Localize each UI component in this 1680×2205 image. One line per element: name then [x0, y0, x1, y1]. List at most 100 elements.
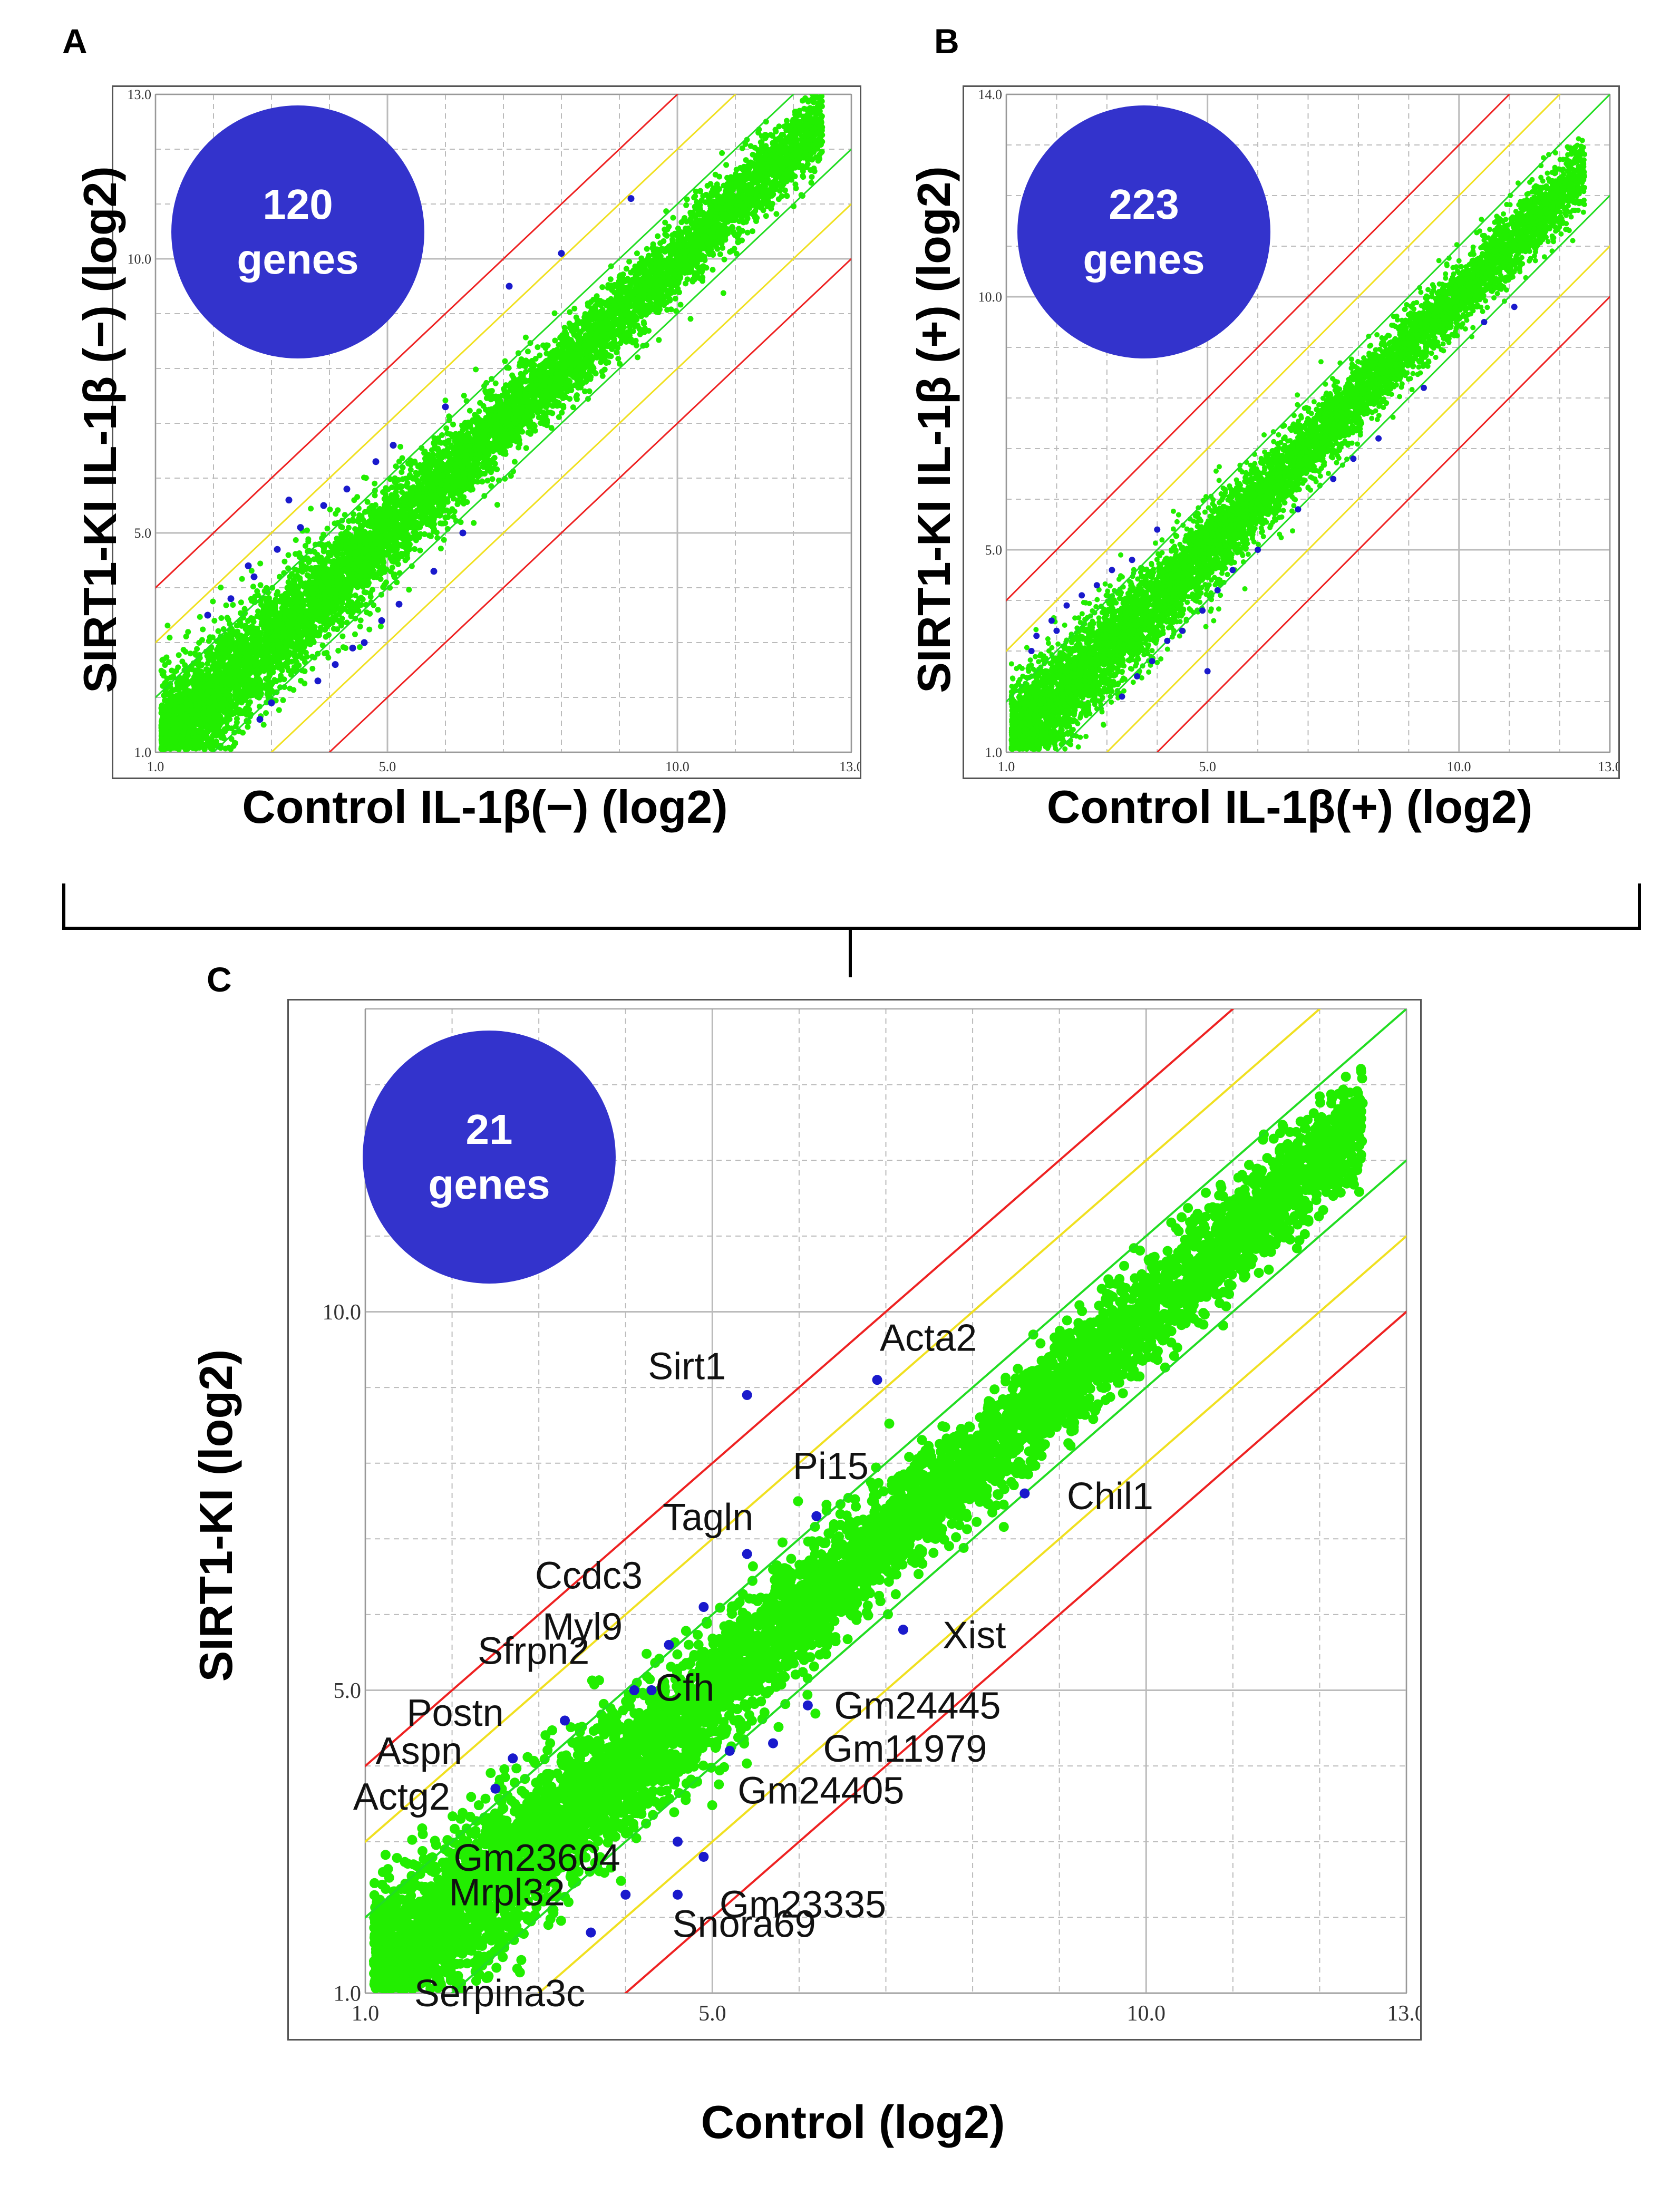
data-point: [489, 476, 496, 482]
data-point: [339, 633, 346, 639]
data-point: [218, 615, 225, 621]
data-point: [349, 518, 356, 524]
scatter-plot-a: 1.05.010.013.01.05.010.013.0: [112, 85, 861, 779]
data-point: [719, 150, 725, 156]
data-point: [492, 380, 499, 386]
data-point: [552, 337, 558, 344]
data-point: [400, 476, 406, 482]
data-point: [397, 443, 404, 450]
data-point: [257, 560, 264, 567]
data-point: [226, 744, 232, 751]
data-point: [535, 344, 541, 351]
data-point: [729, 248, 735, 254]
data-point: [444, 430, 451, 436]
data-point: [720, 245, 726, 251]
data-point: [773, 211, 780, 217]
data-point: [655, 233, 661, 239]
data-point: [292, 579, 298, 585]
data-point: [664, 232, 670, 239]
data-point: [733, 167, 740, 173]
scatter-svg-a: 1.05.010.013.01.05.010.013.0: [128, 87, 860, 774]
data-point: [550, 403, 556, 409]
data-point: [351, 511, 357, 518]
data-point: [545, 409, 551, 415]
data-point: [809, 174, 815, 180]
data-point: [537, 352, 543, 358]
data-point: [532, 428, 538, 434]
data-point: [339, 620, 345, 627]
data-point: [720, 290, 726, 296]
data-point: [808, 180, 814, 186]
data-point: [744, 229, 751, 236]
data-point: [238, 599, 244, 606]
data-point: [499, 392, 506, 399]
data-point: [567, 309, 573, 315]
data-point: [294, 567, 300, 574]
data-point: [763, 213, 769, 219]
data-point: [540, 409, 546, 415]
data-point: [285, 579, 292, 585]
data-point: [211, 617, 218, 624]
data-point: [406, 587, 412, 593]
data-point: [324, 526, 331, 532]
data-point: [370, 587, 376, 593]
data-point: [560, 404, 567, 411]
data-point: [482, 388, 489, 394]
data-point: [525, 348, 531, 355]
data-point: [164, 623, 171, 629]
data-point: [656, 337, 662, 343]
data-point: [383, 579, 390, 586]
data-point: [287, 685, 293, 692]
data-point: [335, 647, 342, 654]
data-point: [540, 342, 547, 348]
data-point: [240, 730, 246, 736]
data-point: [454, 501, 461, 508]
data-point: [304, 572, 310, 578]
data-point: [803, 94, 805, 95]
data-point: [263, 676, 269, 682]
data-point: [372, 492, 378, 499]
data-point: [607, 276, 614, 283]
data-point: [287, 574, 293, 580]
data-point: [372, 480, 378, 487]
data-point: [417, 547, 423, 553]
data-point: [210, 598, 216, 605]
data-point: [280, 697, 286, 703]
data-point: [245, 724, 251, 730]
data-point: [241, 606, 248, 612]
data-point: [571, 305, 578, 312]
data-point: [477, 400, 483, 406]
plot-frame-a: [155, 94, 852, 753]
data-point: [409, 563, 415, 569]
data-point: [551, 310, 558, 316]
data-point: [716, 173, 723, 180]
data-point: [396, 459, 402, 465]
data-point: [308, 506, 314, 512]
data-point: [421, 461, 428, 468]
data-point: [415, 463, 421, 470]
data-point: [443, 425, 450, 432]
data-point: [351, 497, 357, 503]
data-point: [672, 296, 678, 302]
data-point: [245, 702, 251, 708]
data-point: [271, 677, 278, 683]
data-point: [223, 602, 229, 608]
data-point: [459, 422, 465, 429]
data-points-a: [158, 94, 826, 752]
data-point: [215, 628, 221, 634]
data-point: [739, 145, 745, 151]
data-point: [599, 284, 606, 290]
data-point: [743, 157, 749, 163]
data-point: [194, 646, 200, 652]
data-point: [670, 215, 676, 221]
data-point: [343, 645, 349, 652]
data-point: [511, 459, 518, 465]
panel-a-letter: A: [62, 21, 88, 61]
data-point: [260, 722, 267, 728]
data-point: [810, 99, 817, 105]
data-point: [377, 576, 384, 582]
data-point: [535, 410, 541, 416]
data-point: [197, 614, 203, 620]
data-point: [749, 228, 755, 235]
data-point: [484, 478, 491, 484]
